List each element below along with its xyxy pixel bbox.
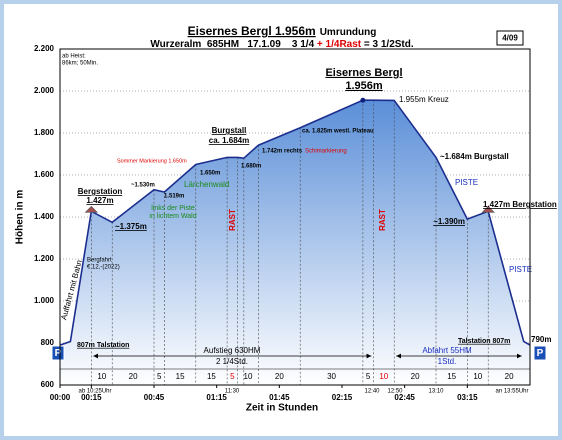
duration-label: 20 — [411, 372, 420, 381]
y-tick-label: 1.400 — [34, 212, 55, 221]
duration-label: 15 — [447, 372, 456, 381]
annotation: 86km; 50Min. — [62, 61, 98, 67]
parking-badge — [533, 345, 547, 361]
duration-label: 5 — [230, 372, 235, 381]
x-tick-label: 03:15 — [457, 393, 478, 402]
y-axis-label: Höhen in m — [15, 190, 26, 245]
plot: 600 800 1.000 1.200 1.400 1.600 1.800 2.000 2.20… — [34, 44, 557, 402]
duration-label: 10 — [244, 372, 253, 381]
x-tick-label: 00:15 — [81, 393, 102, 402]
annotation: 1.650m — [200, 171, 220, 177]
annotation: RAST — [228, 209, 237, 231]
station-hut — [481, 205, 495, 213]
annotation: 12:50 — [387, 389, 403, 395]
annotation: ca. 1.825m westl. Plateau — [302, 129, 374, 135]
duration-label: 30 — [327, 372, 336, 381]
annotation: 807m Talstation — [77, 342, 129, 349]
annotation: 1.427m Bergstation — [483, 200, 557, 209]
y-tick-label: 800 — [41, 338, 55, 347]
title-main: Eisernes Bergl 1.956m — [188, 24, 316, 38]
x-tick-label: 00:45 — [144, 393, 165, 402]
x-tick-label: 02:15 — [332, 393, 353, 402]
annotation: 1.680m — [241, 164, 261, 170]
annotation: Aufstieg 630HM — [204, 346, 261, 355]
y-tick-label: 1.600 — [34, 170, 55, 179]
annotation: Schimarkierung — [305, 149, 347, 155]
annotation: Eisernes Bergl — [325, 67, 402, 79]
annotation: 1.519m — [164, 194, 184, 200]
subtitle-part: = 3 1/2Std. — [361, 39, 414, 50]
annotation: Talstation 807m — [458, 338, 510, 345]
summit-marker — [360, 97, 366, 103]
duration-label: 20 — [129, 372, 138, 381]
annotation: 1.427m — [86, 196, 113, 205]
annotation: Lärchenwald — [184, 180, 229, 189]
annotation: P — [537, 348, 544, 359]
y-tick-label: 1.200 — [34, 254, 55, 263]
parking-badge — [51, 345, 65, 361]
duration-label: 15 — [207, 372, 216, 381]
annotation: PISTE — [509, 265, 532, 274]
chart-title: Eisernes Bergl 1.956m Umrundung — [188, 24, 377, 38]
duration-label: 20 — [505, 372, 514, 381]
annotation: links der Piste — [151, 205, 195, 212]
duration-label: 5 — [157, 372, 162, 381]
annotation: 12:40 — [364, 389, 380, 395]
annotation: € 12,-(2022) — [87, 265, 120, 271]
x-tick-label: 00:00 — [50, 393, 71, 402]
x-axis-label: Zeit in Stunden — [246, 403, 318, 414]
subtitle-part: Wurzeralm 685HM 17.1.09 3 1/4 — [150, 39, 317, 50]
elevation-area — [60, 100, 530, 385]
annotation: 790m — [531, 335, 551, 344]
annotation: Bergstation — [78, 187, 123, 196]
annotation: Abfahrt 55HM — [422, 346, 472, 355]
x-tick-label: 02:45 — [394, 393, 415, 402]
annotation: ab Heist: — [62, 54, 86, 60]
duration-label: 10 — [97, 372, 106, 381]
plot-border — [59, 48, 531, 386]
title-suffix: Umrundung — [320, 27, 377, 38]
annotation: an 13:55Uhr — [495, 389, 528, 395]
annotation: P — [55, 348, 62, 359]
duration-label: 20 — [275, 372, 284, 381]
x-tick-label: 01:45 — [269, 393, 290, 402]
duration-label: 5 — [366, 372, 371, 381]
annotation: 11:30 — [225, 389, 240, 395]
annotation: ~1.530m — [131, 183, 155, 189]
annotation: Sommer Markierung 1.650m — [117, 158, 187, 164]
annotation: 1.742m rechts — [262, 149, 303, 155]
y-tick-label: 2.000 — [34, 86, 55, 95]
elevation-line — [59, 99, 531, 346]
annotation: in lichtem Wald — [149, 213, 196, 220]
badge-box — [496, 30, 524, 46]
x-tick-label: 01:15 — [206, 393, 227, 402]
duration-label: 10 — [379, 372, 388, 381]
y-tick-label: 1.800 — [34, 128, 55, 137]
subtitle: Wurzeralm 685HM 17.1.09 3 1/4 + 1/4Rast … — [150, 39, 414, 50]
annotation: RAST — [378, 209, 387, 231]
annotation: 1.955m Kreuz — [399, 95, 449, 104]
annotation: ab 10:25Uhr — [78, 389, 111, 395]
y-tick-label: 2.200 — [34, 44, 55, 53]
station-hut — [84, 205, 99, 213]
annotation: 1.956m — [345, 80, 383, 92]
badge: 4/09 — [502, 34, 518, 43]
annotation: ~1.375m — [115, 222, 147, 231]
y-tick-label: 1.000 — [34, 296, 55, 305]
annotation: PISTE — [455, 178, 478, 187]
y-tick-label: 600 — [41, 380, 55, 389]
annotation: ~1.390m — [433, 217, 465, 226]
annotation: Bergfahrt — [87, 258, 112, 264]
annotation: ~1.684m Burgstall — [440, 152, 509, 161]
annotation: 2 1/4Std. — [216, 357, 248, 366]
annotation: 1Std. — [438, 357, 457, 366]
subtitle-part: + 1/4Rast — [317, 39, 362, 50]
duration-label: 15 — [176, 372, 185, 381]
annotation: 13:10 — [428, 389, 444, 395]
annotation: Burgstall — [212, 126, 247, 135]
duration-label: 10 — [473, 372, 482, 381]
annotation: ca. 1.684m — [209, 136, 249, 145]
